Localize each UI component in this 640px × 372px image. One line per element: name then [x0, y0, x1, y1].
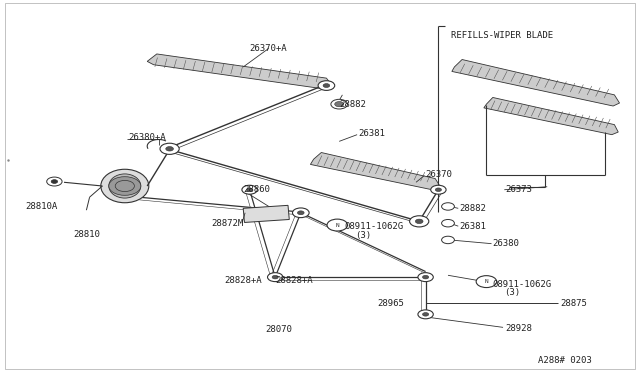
- Text: 28828+A: 28828+A: [275, 276, 313, 285]
- Polygon shape: [147, 54, 333, 89]
- Text: N: N: [484, 279, 488, 284]
- Text: 28928: 28928: [506, 324, 532, 333]
- Circle shape: [422, 275, 429, 279]
- Polygon shape: [452, 60, 620, 106]
- Polygon shape: [484, 97, 618, 135]
- Circle shape: [442, 203, 454, 210]
- Circle shape: [410, 216, 429, 227]
- Circle shape: [268, 273, 283, 282]
- Circle shape: [476, 276, 497, 288]
- Circle shape: [335, 102, 344, 107]
- Text: 28965: 28965: [378, 299, 404, 308]
- Text: 28872M: 28872M: [211, 219, 243, 228]
- Circle shape: [298, 211, 304, 215]
- Circle shape: [115, 180, 134, 192]
- Ellipse shape: [101, 169, 149, 203]
- Circle shape: [415, 219, 423, 224]
- Circle shape: [323, 84, 330, 87]
- Text: 28810A: 28810A: [26, 202, 58, 211]
- Text: 28882: 28882: [339, 100, 366, 109]
- Text: 28860: 28860: [243, 185, 270, 194]
- Circle shape: [166, 147, 173, 151]
- Text: 28882: 28882: [460, 204, 486, 213]
- Circle shape: [331, 99, 348, 109]
- Circle shape: [246, 188, 253, 192]
- Text: 26370: 26370: [426, 170, 452, 179]
- Circle shape: [292, 208, 309, 218]
- Text: 26380+A: 26380+A: [128, 133, 166, 142]
- Circle shape: [272, 275, 278, 279]
- Text: 28810: 28810: [74, 230, 100, 239]
- Text: (3): (3): [355, 231, 371, 240]
- Circle shape: [160, 143, 179, 154]
- Text: REFILLS-WIPER BLADE: REFILLS-WIPER BLADE: [451, 31, 554, 40]
- Text: 26373: 26373: [506, 185, 532, 194]
- Text: 28828+A: 28828+A: [224, 276, 262, 285]
- Text: 26381: 26381: [358, 129, 385, 138]
- Circle shape: [47, 177, 62, 186]
- Text: 26381: 26381: [460, 222, 486, 231]
- Circle shape: [327, 219, 348, 231]
- Ellipse shape: [109, 174, 141, 198]
- Circle shape: [422, 312, 429, 316]
- Text: 28875: 28875: [560, 299, 587, 308]
- Polygon shape: [243, 205, 289, 222]
- Circle shape: [418, 273, 433, 282]
- Text: (3): (3): [504, 288, 520, 297]
- Circle shape: [442, 219, 454, 227]
- Text: 08911-1062G: 08911-1062G: [493, 280, 552, 289]
- Circle shape: [418, 310, 433, 319]
- Text: N: N: [335, 222, 339, 228]
- Circle shape: [442, 236, 454, 244]
- Text: 08911-1062G: 08911-1062G: [344, 222, 403, 231]
- Circle shape: [318, 81, 335, 90]
- Circle shape: [435, 188, 442, 192]
- Circle shape: [242, 185, 257, 194]
- Circle shape: [431, 185, 446, 194]
- Polygon shape: [310, 153, 440, 190]
- Circle shape: [51, 180, 58, 183]
- Text: 26370+A: 26370+A: [250, 44, 287, 53]
- Circle shape: [109, 177, 141, 195]
- Text: A288# 0203: A288# 0203: [538, 356, 591, 365]
- Text: 28070: 28070: [266, 325, 292, 334]
- Text: 26380: 26380: [493, 239, 520, 248]
